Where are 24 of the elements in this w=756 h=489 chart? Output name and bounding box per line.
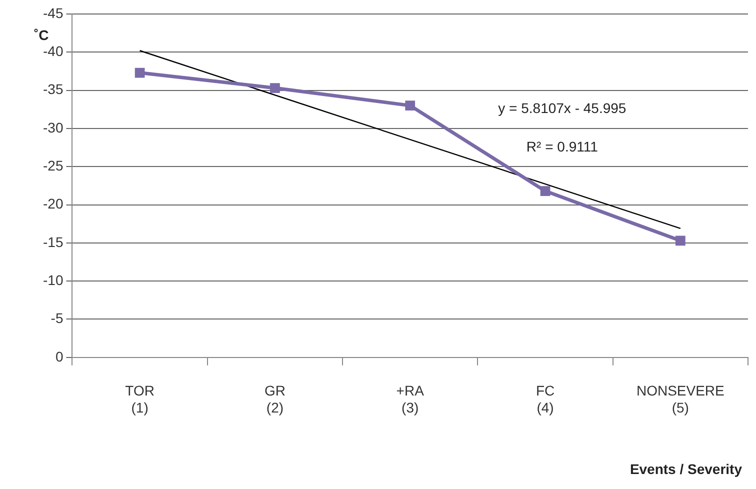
x-tick-label: NONSEVERE (5): [636, 382, 724, 416]
y-tick-label: -40: [43, 43, 64, 60]
point: [134, 68, 145, 78]
y-tick-label: -10: [43, 272, 64, 288]
y-tick-label: -20: [43, 196, 64, 212]
y-tick-label: -5: [50, 310, 64, 326]
y-tick-label: -15: [43, 234, 64, 250]
y-tick-label: -30: [43, 119, 64, 136]
x-tick-label: +RA (3): [396, 382, 425, 416]
annotation: R² = 0.9111: [526, 138, 598, 154]
x-tick-label: TOR (1): [125, 382, 154, 416]
y-tick-label: -35: [43, 81, 64, 98]
x-axis-title: Events / Severity: [630, 461, 742, 477]
y-tick-label: 0: [55, 348, 64, 364]
x-tick-label: FC (4): [536, 382, 555, 416]
y-tick-label: -45: [43, 4, 64, 21]
point: [540, 186, 550, 196]
y-axis-title: ˚C: [34, 27, 49, 43]
point: [270, 83, 280, 93]
point: [405, 100, 416, 111]
y-tick-label: -25: [43, 157, 64, 174]
point: [675, 236, 686, 246]
annotation: y = 5.8107x - 45.995: [498, 100, 626, 116]
x-tick-label: GR (2): [264, 382, 286, 416]
